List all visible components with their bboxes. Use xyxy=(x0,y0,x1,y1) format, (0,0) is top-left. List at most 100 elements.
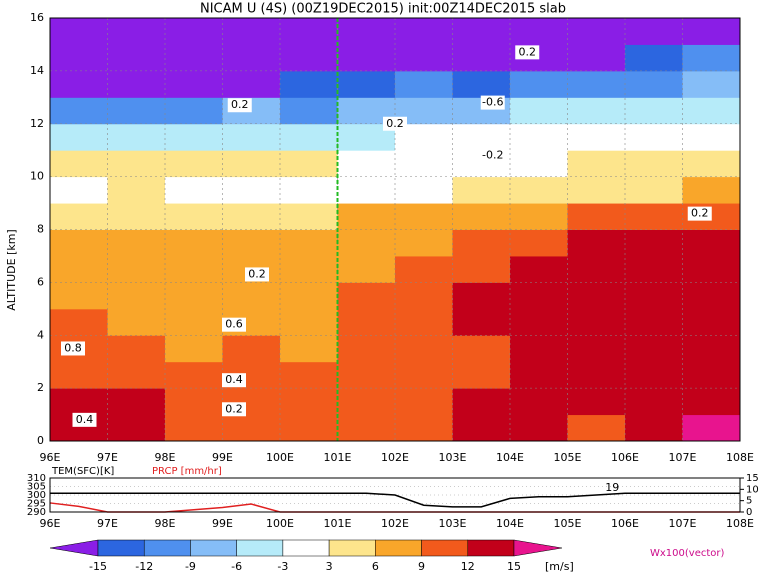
heat-cell xyxy=(567,282,626,310)
heat-cell xyxy=(107,97,166,125)
heat-cell xyxy=(107,123,166,151)
y-axis-label: ALTITUDE [km] xyxy=(5,229,18,310)
colorbar-bin xyxy=(375,539,422,557)
heat-cell xyxy=(452,255,511,283)
heat-cell xyxy=(222,335,281,363)
heat-cell xyxy=(510,229,568,257)
heat-cell xyxy=(280,388,338,416)
heat-cell xyxy=(337,308,396,336)
heat-cell xyxy=(280,203,338,230)
heat-cell xyxy=(682,414,741,442)
heat-cell xyxy=(567,70,626,98)
heat-cell xyxy=(395,388,453,416)
colorbar-label: 12 xyxy=(461,560,475,573)
x-tick-label: 105E xyxy=(554,451,582,464)
heat-cell xyxy=(280,176,338,204)
heat-cell xyxy=(222,282,281,310)
heat-cell xyxy=(50,388,108,416)
plot-frame xyxy=(49,477,741,513)
heat-cell xyxy=(682,255,741,283)
heat-cell xyxy=(567,150,626,178)
heat-cell xyxy=(165,70,223,98)
heat-cell xyxy=(280,282,338,310)
heat-cell xyxy=(165,97,223,125)
heat-cell xyxy=(567,203,626,230)
heat-cell xyxy=(682,44,741,72)
heat-cell xyxy=(337,388,396,416)
heat-cell xyxy=(337,70,396,98)
heat-cell xyxy=(510,203,568,230)
x-tick-label: 98E xyxy=(155,451,176,464)
heat-cell xyxy=(222,18,281,45)
heat-cell xyxy=(165,150,223,178)
y-tick-label: 305 xyxy=(27,482,46,493)
heat-cell xyxy=(50,203,108,230)
x-tick-label: 101E xyxy=(324,451,352,464)
heat-cell xyxy=(165,388,223,416)
annotation-box xyxy=(222,402,246,417)
heat-cell xyxy=(625,70,683,98)
annotation-box xyxy=(222,373,246,388)
heat-cell xyxy=(50,308,108,336)
heat-cell xyxy=(395,18,453,45)
heat-cell xyxy=(452,18,511,45)
heat-cell xyxy=(625,203,683,230)
annotation-box xyxy=(61,341,85,356)
heat-cell xyxy=(222,176,281,204)
heat-cell xyxy=(452,388,511,416)
contour-label: 0.8 xyxy=(64,341,82,354)
contour-label: 0.4 xyxy=(76,413,94,426)
y-tick-label: 310 xyxy=(27,473,46,484)
heat-cell xyxy=(567,255,626,283)
colorbar-bin xyxy=(328,539,376,557)
heat-cell xyxy=(395,176,453,204)
contour-label: 0.4 xyxy=(225,373,243,386)
heat-cell xyxy=(107,44,166,72)
heat-cell xyxy=(567,44,626,72)
heat-cell xyxy=(280,255,338,283)
heat-cell xyxy=(50,176,108,204)
colorbar-end xyxy=(513,539,563,557)
heat-cell xyxy=(682,123,741,151)
y2-tick-label: 5 xyxy=(746,496,752,507)
heat-cell xyxy=(567,123,626,151)
legend-entry: PRCP [mm/hr] xyxy=(152,466,222,477)
heat-cell xyxy=(222,123,281,151)
heat-cell xyxy=(395,203,453,230)
contour-label: 0.2 xyxy=(386,117,404,130)
heat-cell xyxy=(107,255,166,283)
heat-cell xyxy=(452,176,511,204)
heat-cell xyxy=(107,388,166,416)
colorbar-end xyxy=(49,539,99,557)
colorbar-label: -3 xyxy=(277,560,288,573)
heat-cell xyxy=(625,44,683,72)
heat-cell xyxy=(107,414,166,442)
legend-entry: TEM(SFC)[K] xyxy=(51,466,114,477)
heat-cell xyxy=(337,335,396,363)
annotation-box xyxy=(227,98,252,113)
x-tick-label: 100E xyxy=(266,451,294,464)
y-tick-label: 10 xyxy=(30,170,44,183)
heat-cell xyxy=(337,414,396,442)
y2-tick-label: 0 xyxy=(746,507,752,518)
colorbar-bin xyxy=(467,539,515,557)
x-tick-label: 104E xyxy=(496,517,524,530)
heat-cell xyxy=(280,308,338,336)
heat-cell xyxy=(395,414,453,442)
contour-label: -0.6 xyxy=(482,96,503,109)
x-tick-label: 96E xyxy=(40,451,61,464)
y2-tick-label: 15 xyxy=(746,473,759,484)
plot-frame xyxy=(49,17,741,442)
heat-cell xyxy=(395,361,453,389)
contour-label: 0.2 xyxy=(691,207,709,220)
y-tick-label: 4 xyxy=(37,328,44,341)
heat-cell xyxy=(50,97,108,125)
heat-cell xyxy=(682,308,741,336)
x-tick-label: 106E xyxy=(611,451,639,464)
heat-cell xyxy=(510,308,568,336)
heat-cell xyxy=(567,361,626,389)
x-tick-label: 97E xyxy=(97,451,118,464)
colorbar-label: -9 xyxy=(185,560,196,573)
heat-cell xyxy=(567,388,626,416)
heat-cell xyxy=(107,282,166,310)
